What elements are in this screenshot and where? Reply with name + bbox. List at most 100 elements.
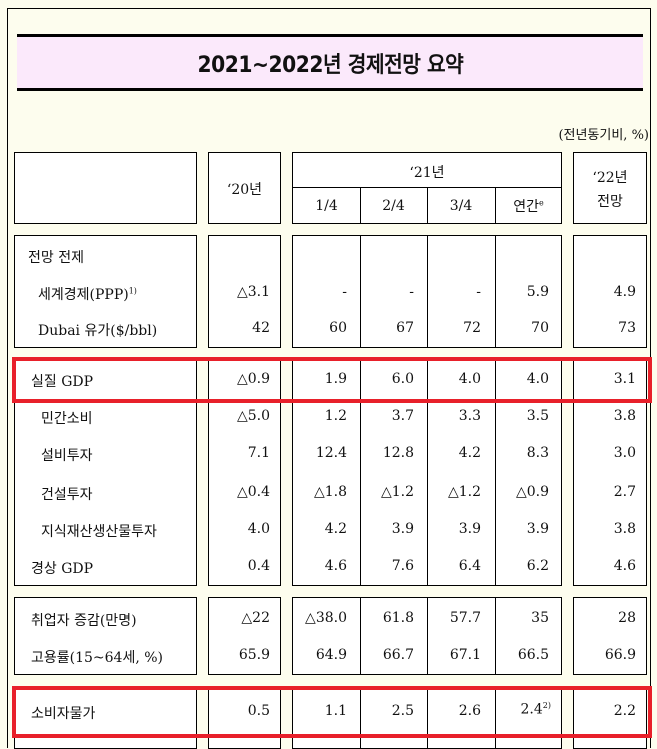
cell-value: 64.9 (315, 647, 347, 663)
header-annual: 연간e (495, 196, 562, 216)
cell-value: 4.0 (458, 371, 481, 387)
cell-value: 4.2 (324, 521, 347, 537)
divider (495, 236, 496, 347)
cell-value: 6.4 (458, 558, 481, 574)
header-2020-block: ‘20년 (208, 152, 281, 224)
divider (427, 187, 428, 223)
cell-value: 3.0 (613, 445, 636, 461)
assumptions-label-block: 전망 전제 세계경제(PPP)1) Dubai 유가($/bbl) (14, 235, 197, 348)
cell-value: 3.9 (391, 521, 414, 537)
cell-value: - (409, 284, 414, 300)
divider (427, 359, 428, 585)
cpi-2022-block: 2.2 (573, 689, 647, 749)
cell-value: 73 (618, 320, 636, 336)
cell-value: 7.6 (391, 558, 414, 574)
divider (427, 690, 428, 748)
cell-value: - (342, 284, 347, 300)
cell-value: 2.5 (391, 703, 414, 719)
cell-value: 66.7 (382, 647, 414, 663)
gdp-2020-block: △0.9 △5.0 7.1 △0.4 4.0 0.4 (208, 358, 281, 586)
cell-value: 35 (531, 610, 549, 626)
divider (360, 598, 361, 674)
cell-value: 66.5 (517, 647, 549, 663)
divider (360, 359, 361, 585)
divider (495, 690, 496, 748)
row-label-construction-investment: 건설투자 (41, 487, 93, 503)
cell-value: 4.0 (526, 371, 549, 387)
employment-2020-block: △22 65.9 (208, 597, 281, 675)
cell-value: 1.1 (324, 703, 347, 719)
divider (495, 598, 496, 674)
cell-value: △22 (241, 610, 270, 626)
header-2022-block: ‘22년 전망 (573, 152, 647, 224)
cell-value: △5.0 (236, 408, 270, 424)
cell-value: 1.2 (324, 408, 347, 424)
cell-value: 2.2 (613, 703, 636, 719)
divider (495, 187, 496, 223)
row-label-facility-investment: 설비투자 (41, 448, 93, 464)
header-q3: 3/4 (449, 198, 473, 214)
cell-value: 67 (396, 320, 414, 336)
cpi-label-block: 소비자물가 (14, 689, 197, 749)
header-2022-line1: ‘22년 (592, 170, 628, 186)
header-annual-sup: e (539, 198, 544, 208)
cell-value: 60 (329, 320, 347, 336)
divider (495, 359, 496, 585)
cell-value: 6.2 (526, 558, 549, 574)
row-label-ip-investment: 지식재산생산물투자 (41, 524, 157, 540)
header-annual-label: 연간 (513, 199, 540, 215)
row-label-employment-rate: 고용률(15~64세, %) (31, 650, 164, 666)
employment-label-block: 취업자 증감(만명) 고용률(15~64세, %) (14, 597, 197, 675)
cell-value: 1.9 (324, 371, 347, 387)
header-2020: ‘20년 (226, 182, 263, 198)
cell-value: 3.9 (526, 521, 549, 537)
gdp-2022-block: 3.1 3.8 3.0 2.7 3.8 4.6 (573, 358, 647, 586)
cell-value: 4.9 (613, 284, 636, 300)
header-2021: ‘21년 (409, 165, 445, 181)
divider (360, 187, 361, 223)
cell-value: 4.2 (458, 445, 481, 461)
cell-value: 12.4 (315, 445, 347, 461)
cell-value: 66.9 (604, 647, 636, 663)
row-label-dubai-oil: Dubai 유가($/bbl) (38, 323, 158, 339)
cell-value: △1.2 (380, 484, 414, 500)
assumptions-2020-block: △3.1 42 (208, 235, 281, 348)
row-label-text: 세계경제(PPP) (38, 287, 129, 303)
cell-value: 61.8 (382, 610, 414, 626)
unit-note: (전년동기비, %) (558, 128, 649, 143)
divider (360, 690, 361, 748)
row-label-real-gdp: 실질 GDP (31, 374, 94, 390)
divider (427, 236, 428, 347)
cell-value: 3.1 (613, 371, 636, 387)
cell-value: 3.8 (613, 521, 636, 537)
cell-value: 70 (531, 320, 549, 336)
cell-value: 4.0 (247, 521, 270, 537)
header-2021-block: ‘21년 1/4 2/4 3/4 연간e (292, 152, 562, 224)
header-q2: 2/4 (382, 198, 405, 214)
row-label-employed-change: 취업자 증감(만명) (31, 613, 137, 629)
gdp-2021-block: 1.9 6.0 4.0 4.0 1.2 3.7 3.3 3.5 12.4 12.… (292, 358, 562, 586)
employment-2021-block: △38.0 61.8 57.7 35 64.9 66.7 67.1 66.5 (292, 597, 562, 675)
row-label-private-consumption: 민간소비 (41, 411, 93, 427)
cell-value: 0.4 (247, 558, 270, 574)
cell-value: 2.7 (613, 484, 636, 500)
header-q1: 1/4 (315, 198, 338, 214)
row-label-cpi: 소비자물가 (31, 706, 96, 722)
cell-value: 3.9 (458, 521, 481, 537)
cell-value: - (476, 284, 481, 300)
cell-value: 7.1 (247, 445, 270, 461)
cell-value: 3.3 (458, 408, 481, 424)
cell-value: 12.8 (382, 445, 414, 461)
cell-value: 3.8 (613, 408, 636, 424)
cell-value: △1.2 (447, 484, 481, 500)
title-banner: 2021~2022년 경제전망 요약 (17, 34, 643, 91)
cell-value: 57.7 (449, 610, 481, 626)
cell-value: 3.5 (526, 408, 549, 424)
footnote-mark: 1) (128, 286, 137, 296)
cell-value: △0.9 (236, 371, 270, 387)
cell-value: 0.5 (247, 703, 270, 719)
cpi-2021-block: 1.1 2.5 2.6 2.42) (292, 689, 562, 749)
header-2022-line2: 전망 (597, 194, 623, 210)
assumptions-2022-block: 4.9 73 (573, 235, 647, 348)
cpi-annual-value: 2.4 (520, 701, 543, 718)
